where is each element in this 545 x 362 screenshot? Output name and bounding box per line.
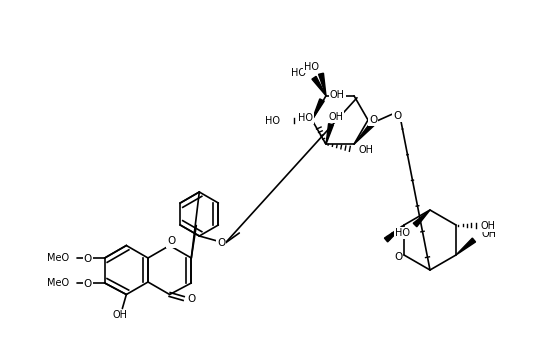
Text: O: O — [187, 294, 196, 303]
Text: O: O — [369, 115, 377, 125]
Text: HO: HO — [265, 116, 280, 126]
Polygon shape — [384, 225, 404, 242]
Polygon shape — [312, 76, 326, 96]
Text: MeO: MeO — [46, 253, 69, 263]
Text: O: O — [394, 252, 402, 262]
Text: O: O — [393, 111, 401, 121]
Text: O: O — [217, 238, 226, 248]
Text: HO: HO — [298, 113, 313, 123]
Text: O: O — [83, 254, 92, 264]
Text: OH: OH — [330, 90, 345, 100]
Polygon shape — [312, 99, 324, 120]
Text: HO: HO — [291, 68, 306, 78]
Text: HO: HO — [304, 62, 319, 72]
Text: OH: OH — [482, 229, 497, 239]
Text: OH: OH — [329, 112, 343, 122]
Polygon shape — [319, 73, 326, 96]
Text: O: O — [83, 279, 92, 289]
Text: OH: OH — [481, 221, 495, 231]
Polygon shape — [326, 124, 334, 144]
Text: OH: OH — [113, 311, 128, 320]
Text: HO: HO — [395, 228, 410, 238]
Text: O: O — [167, 236, 176, 247]
Text: MeO: MeO — [46, 278, 69, 288]
Text: OH: OH — [359, 145, 373, 155]
Polygon shape — [456, 238, 476, 255]
Polygon shape — [354, 121, 376, 144]
Polygon shape — [413, 210, 430, 227]
